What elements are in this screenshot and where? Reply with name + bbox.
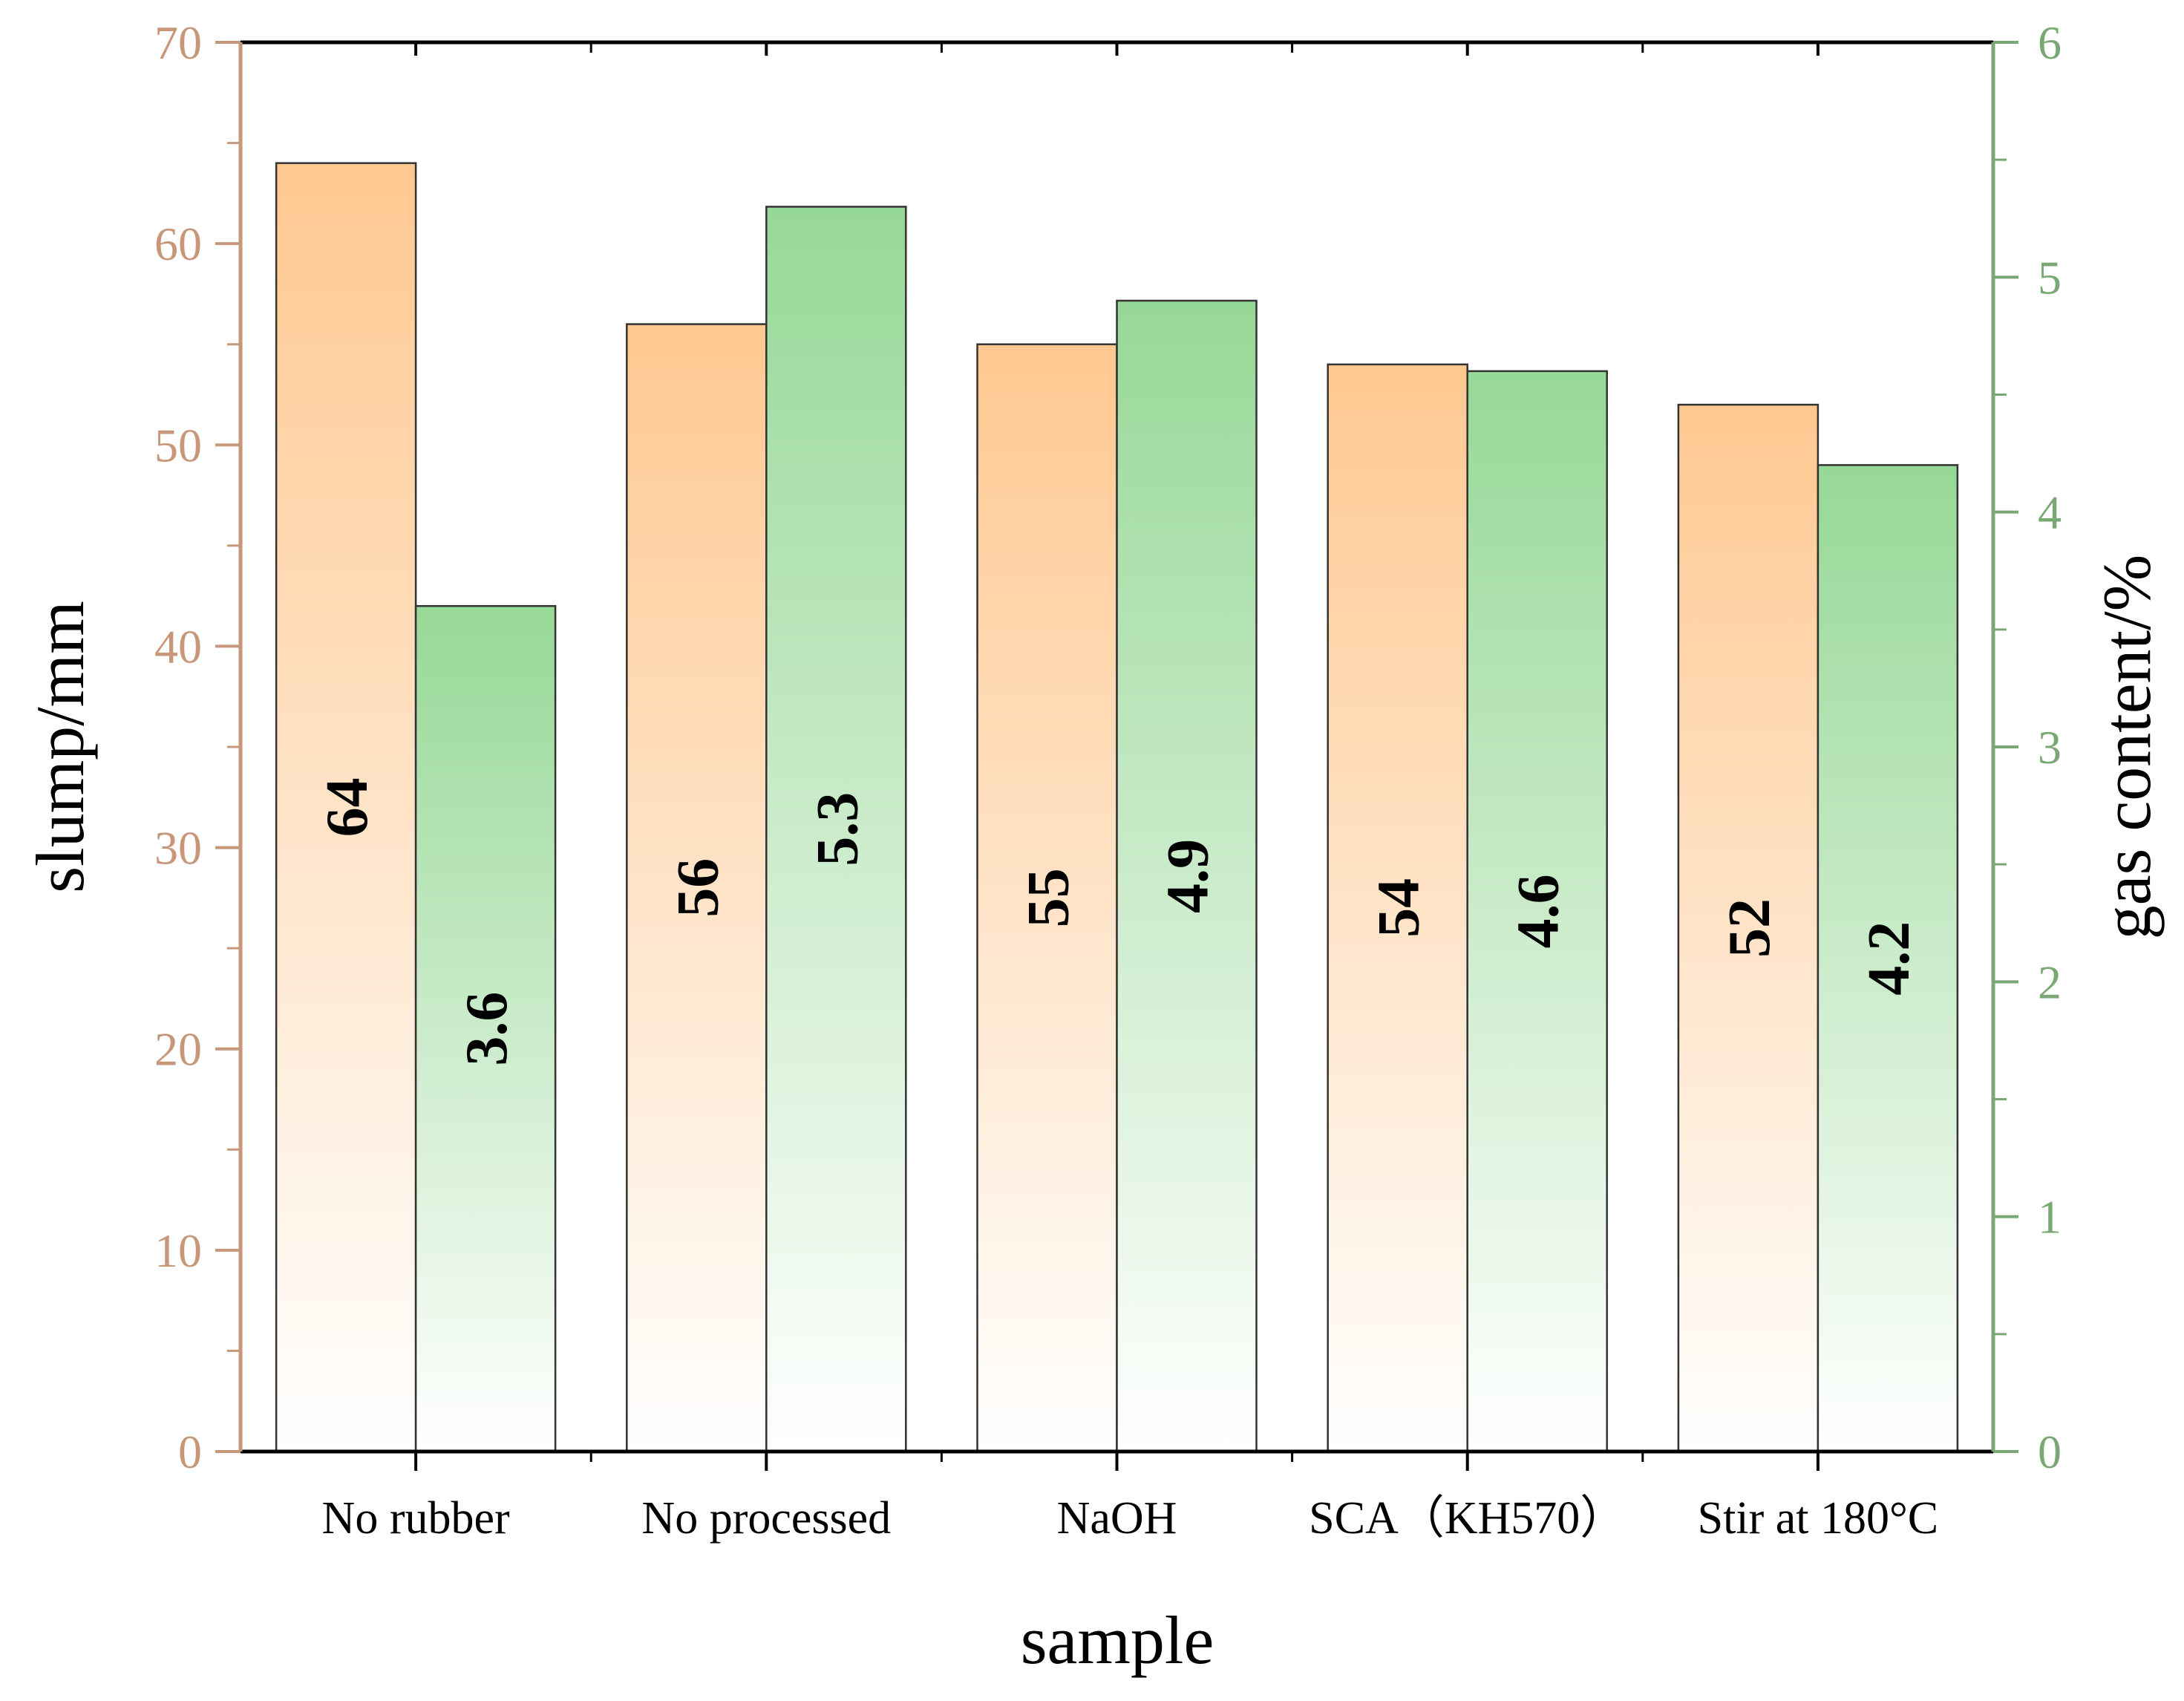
y-left-tick-label: 10 (154, 1224, 202, 1277)
bar-gas-content (1116, 299, 1258, 1453)
bar-label-slump: 55 (1016, 868, 1082, 927)
y-right-tick-label: 1 (2038, 1191, 2062, 1244)
x-axis-ticks: No rubber No processed NaOH SCA（KH570） Stir … (322, 42, 1938, 1544)
y-right-tick-label: 3 (2038, 721, 2062, 774)
bar-label-gas-content: 4.6 (1506, 874, 1572, 948)
bar-label-slump: 54 (1367, 878, 1432, 938)
bar-label-gas-content: 4.2 (1857, 921, 1922, 996)
y-right-tick-label: 4 (2038, 486, 2062, 539)
y-axis-right-title: gas content/% (2089, 555, 2165, 940)
y-left-tick-label: 60 (154, 218, 202, 270)
bar-gas-content (414, 604, 557, 1453)
bar-slump (976, 343, 1118, 1453)
bar-slump (626, 323, 768, 1453)
bar-gas-content (1817, 464, 1959, 1453)
y-left-tick-label: 20 (154, 1023, 202, 1076)
y-right-tick-label: 5 (2038, 251, 2062, 304)
bar-label-slump: 56 (665, 858, 730, 918)
x-tick-label: Stir at 180°C (1698, 1493, 1938, 1544)
x-tick-label: No rubber (322, 1493, 510, 1544)
bar-label-gas-content: 5.3 (805, 792, 870, 866)
y-left-tick-label: 0 (178, 1426, 202, 1478)
y-right-tick-label: 2 (2038, 956, 2062, 1008)
bar-label-slump: 52 (1717, 898, 1782, 958)
y-right-tick-label: 6 (2038, 16, 2062, 69)
bar-label-gas-content: 4.9 (1156, 839, 1221, 913)
bar-gas-content (765, 206, 907, 1453)
y-axis-left-ticks: 0 10 20 30 40 50 60 70 (154, 16, 241, 1478)
y-axis-right-ticks: 0 1 2 3 4 5 6 (1993, 16, 2062, 1478)
x-tick-label: NaOH (1057, 1493, 1177, 1544)
y-left-tick-label: 50 (154, 419, 202, 471)
bar-label-gas-content: 3.6 (454, 992, 520, 1066)
bars-group (275, 162, 1959, 1453)
bar-slump (275, 162, 417, 1453)
y-left-tick-label: 40 (154, 620, 202, 673)
bar-gas-content (1466, 370, 1608, 1453)
x-tick-label: No processed (641, 1493, 891, 1544)
y-left-tick-label: 30 (154, 822, 202, 875)
bar-labels-group: 64 3.6 56 5.3 55 4.9 54 4.6 52 4.2 (315, 777, 1922, 1065)
bar-label-slump: 64 (315, 777, 380, 837)
x-tick-label: SCA（KH570） (1309, 1493, 1626, 1544)
x-axis-title: sample (1021, 1602, 1214, 1678)
y-axis-left-title: slump/mm (22, 601, 98, 893)
y-right-tick-label: 0 (2038, 1426, 2062, 1478)
y-left-tick-label: 70 (154, 16, 202, 69)
